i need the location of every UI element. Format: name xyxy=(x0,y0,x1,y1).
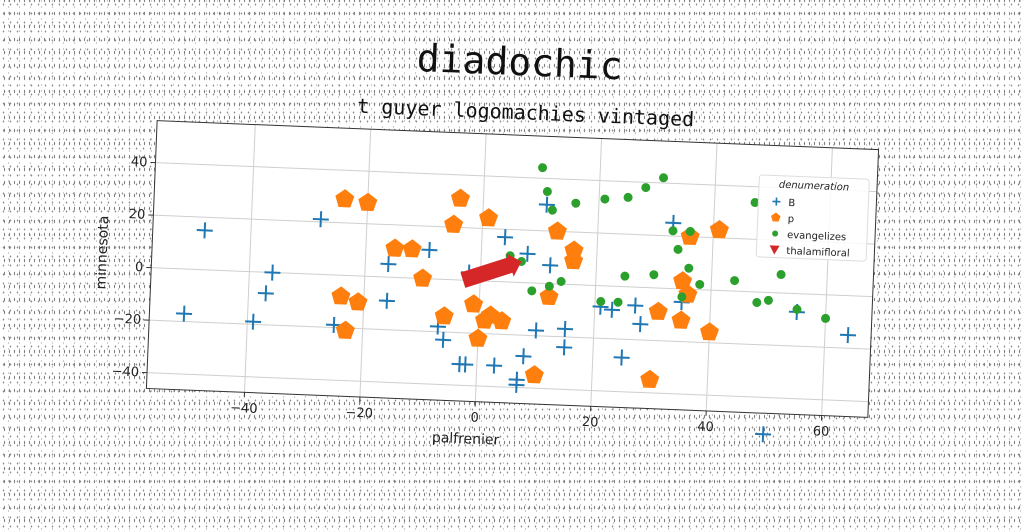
x-tick-label: 20 xyxy=(582,415,599,431)
x-tick-label: 40 xyxy=(697,420,714,436)
plus-stroke-v xyxy=(334,317,335,333)
legend-label: p xyxy=(787,214,794,225)
legend-label: B xyxy=(788,198,795,209)
x-tick-label: −40 xyxy=(230,401,258,417)
plus-stroke-v xyxy=(443,332,444,348)
plus-stroke-v xyxy=(564,339,565,355)
plus-stroke-v xyxy=(272,265,273,281)
plus-stroke-v xyxy=(635,298,636,314)
y-tick-label: −40 xyxy=(111,364,139,380)
plus-stroke-v xyxy=(565,321,566,337)
x-tick-label: −20 xyxy=(345,405,373,421)
series-0-point xyxy=(755,426,772,443)
y-tick-label: 0 xyxy=(135,260,144,275)
plus-stroke-v xyxy=(266,285,267,301)
x-tick-label: 0 xyxy=(470,410,479,425)
legend-label: evangelizes xyxy=(787,230,847,243)
plus-stroke-v xyxy=(184,306,185,322)
plus-stroke-v xyxy=(527,246,528,262)
plus-stroke-v xyxy=(612,302,613,318)
plus-stroke-v xyxy=(321,211,322,227)
x-axis-label: palfrenier xyxy=(432,430,500,449)
plus-stroke-v xyxy=(494,358,495,374)
y-tick-label: 20 xyxy=(129,207,146,223)
plus-stroke-v xyxy=(550,257,551,273)
plus-stroke-v xyxy=(547,197,548,213)
plus-stroke-v xyxy=(204,222,205,238)
y-axis-label: minnesota xyxy=(93,215,112,289)
plus-stroke-v xyxy=(505,229,506,245)
plus-stroke-v xyxy=(621,350,622,366)
plus-stroke-v xyxy=(848,327,849,343)
plus-stroke-v xyxy=(429,242,430,258)
plus-stroke-v xyxy=(763,426,764,442)
x-tick-label: 60 xyxy=(812,424,829,440)
plus-stroke-v xyxy=(516,377,517,393)
plus-stroke-v xyxy=(465,356,466,372)
y-tick-label: 40 xyxy=(131,155,148,171)
plus-stroke-v xyxy=(640,316,641,332)
plus-stroke-v xyxy=(536,322,537,338)
plus-stroke-v xyxy=(388,256,389,272)
plus-stroke-v xyxy=(387,293,388,309)
plus-stroke-v xyxy=(523,348,524,364)
plus-stroke-v xyxy=(253,314,254,330)
y-tick-label: −20 xyxy=(113,312,141,328)
